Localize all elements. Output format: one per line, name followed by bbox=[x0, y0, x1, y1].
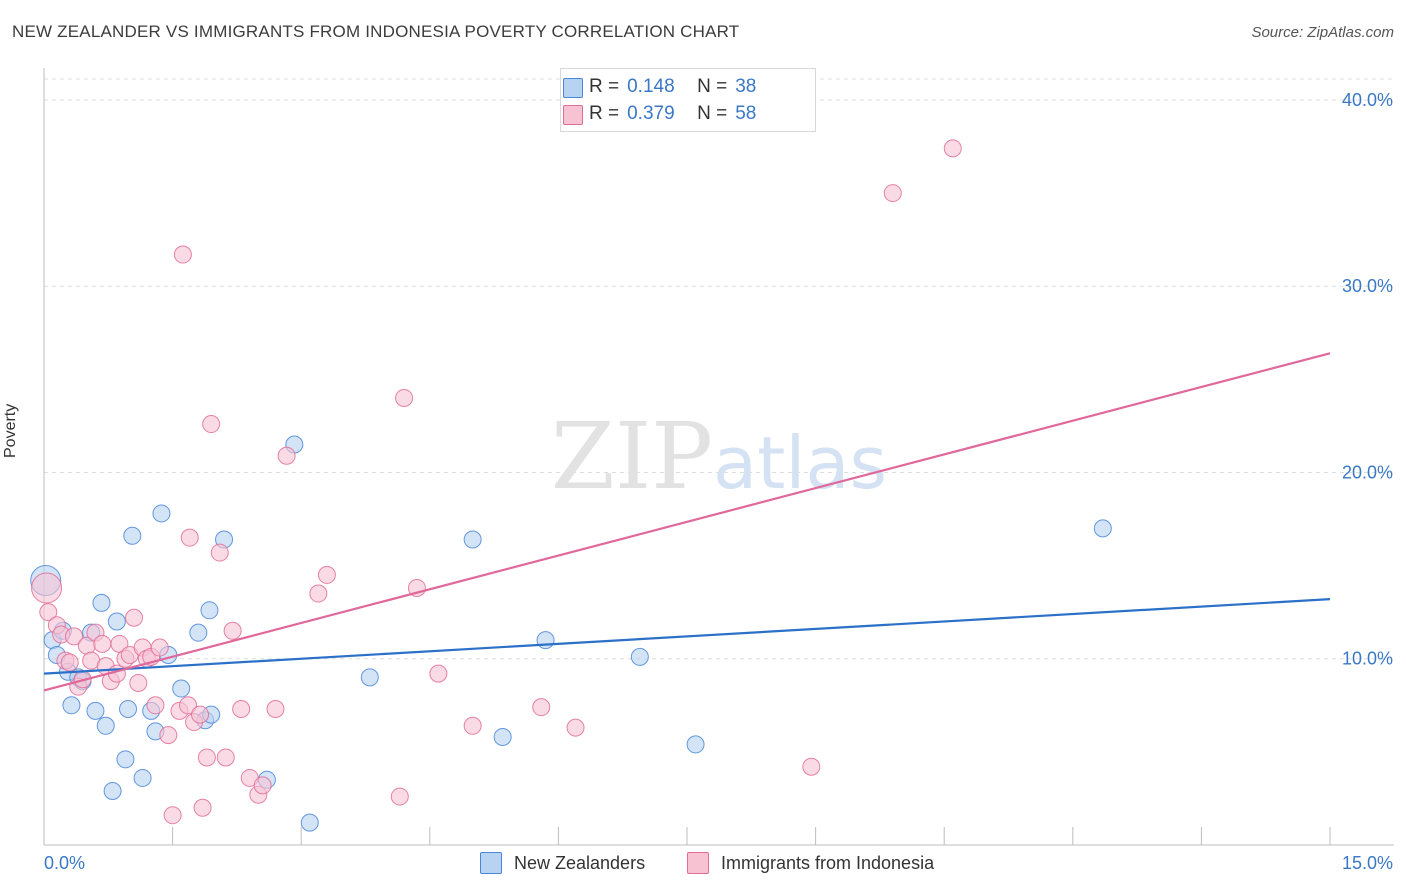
nz-point bbox=[92, 593, 111, 612]
legend-n-label: N = bbox=[697, 103, 728, 124]
x-tick-label-min: 0.0% bbox=[44, 853, 85, 873]
trend-lines bbox=[43, 352, 1331, 692]
indonesia-point bbox=[197, 748, 216, 767]
watermark: ZIP atlas bbox=[551, 403, 887, 510]
x-tick-label-max: 15.0% bbox=[1342, 853, 1393, 873]
indonesia-point bbox=[943, 139, 962, 158]
nz-point bbox=[133, 768, 152, 787]
legend-swatch-pink bbox=[563, 105, 583, 125]
y-tick-label: 20.0% bbox=[1342, 462, 1393, 482]
indonesia-point bbox=[159, 726, 178, 745]
nz-point bbox=[493, 727, 512, 746]
indonesia-point bbox=[202, 415, 221, 434]
indonesia-point bbox=[39, 603, 58, 622]
y-tick-label: 30.0% bbox=[1342, 276, 1393, 296]
bottom-legend-label: Immigrants from Indonesia bbox=[721, 852, 935, 873]
nz-point bbox=[123, 526, 142, 545]
nz-point bbox=[62, 696, 81, 715]
indonesia-point bbox=[193, 798, 212, 817]
indonesia-point bbox=[395, 388, 414, 407]
bottom-legend-immigrants-indonesia[interactable]: Immigrants from Indonesia bbox=[687, 852, 934, 874]
nz-point bbox=[86, 701, 105, 720]
indonesia-point bbox=[191, 705, 210, 724]
legend-r-label: R = bbox=[589, 76, 620, 97]
nz-trend-line bbox=[43, 598, 1331, 675]
indonesia-point bbox=[232, 700, 251, 719]
indonesia-point bbox=[253, 776, 272, 795]
legend-n-label: N = bbox=[697, 76, 728, 97]
indonesia-point bbox=[129, 673, 148, 692]
y-tick-label: 40.0% bbox=[1342, 90, 1393, 110]
bottom-legend-swatch-pink bbox=[687, 852, 709, 874]
nz-point bbox=[200, 601, 219, 620]
nz-point bbox=[103, 781, 122, 800]
nz-point bbox=[189, 623, 208, 642]
data-points bbox=[30, 139, 1112, 832]
legend-n-value: 58 bbox=[735, 103, 757, 124]
legend-r-value: 0.379 bbox=[627, 103, 675, 124]
nz-point bbox=[630, 647, 649, 666]
indonesia-point bbox=[390, 787, 409, 806]
grid-lines bbox=[44, 78, 1394, 660]
indonesia-trend-line bbox=[43, 352, 1331, 692]
nz-point bbox=[463, 530, 482, 549]
legend-n-value: 38 bbox=[735, 76, 757, 97]
nz-point bbox=[686, 735, 705, 754]
indonesia-point bbox=[210, 543, 229, 562]
source-label: Source: ZipAtlas.com bbox=[1251, 24, 1394, 41]
bottom-legend-label: New Zealanders bbox=[514, 852, 646, 873]
chart-title: NEW ZEALANDER VS IMMIGRANTS FROM INDONES… bbox=[12, 22, 740, 41]
indonesia-point bbox=[180, 528, 199, 547]
indonesia-point bbox=[309, 584, 328, 603]
indonesia-point bbox=[31, 572, 63, 604]
nz-point bbox=[152, 504, 171, 523]
indonesia-point bbox=[125, 608, 144, 627]
indonesia-point bbox=[266, 700, 285, 719]
legend-row-new-zealanders: R = 0.148 N = 38 bbox=[563, 75, 757, 99]
legend-r-value: 0.148 bbox=[627, 76, 675, 97]
indonesia-point bbox=[532, 698, 551, 717]
nz-point bbox=[172, 679, 191, 698]
legend-swatch-blue bbox=[563, 78, 583, 98]
nz-point bbox=[119, 700, 138, 719]
indonesia-point bbox=[883, 184, 902, 203]
nz-point bbox=[1093, 519, 1112, 538]
indonesia-point bbox=[463, 716, 482, 735]
indonesia-point bbox=[173, 245, 192, 264]
y-tick-label: 10.0% bbox=[1342, 649, 1393, 669]
axes bbox=[43, 68, 1394, 846]
legend-r-label: R = bbox=[589, 103, 620, 124]
watermark-atlas: atlas bbox=[713, 421, 887, 505]
indonesia-point bbox=[317, 565, 336, 584]
legend-row-immigrants-indonesia: R = 0.379 N = 58 bbox=[563, 102, 757, 126]
stats-legend: R = 0.148 N = 38 R = 0.379 N = 58 bbox=[560, 68, 816, 132]
nz-point bbox=[96, 716, 115, 735]
bottom-legend-swatch-blue bbox=[480, 852, 502, 874]
watermark-zip: ZIP bbox=[551, 403, 713, 510]
nz-point bbox=[536, 631, 555, 650]
nz-point bbox=[116, 750, 135, 769]
indonesia-point bbox=[179, 696, 198, 715]
indonesia-point bbox=[60, 653, 79, 672]
indonesia-point bbox=[146, 696, 165, 715]
indonesia-point bbox=[150, 638, 169, 657]
indonesia-point bbox=[429, 664, 448, 683]
indonesia-point bbox=[277, 446, 296, 465]
nz-point bbox=[107, 612, 126, 631]
bottom-legend-new-zealanders[interactable]: New Zealanders bbox=[480, 852, 645, 874]
indonesia-point bbox=[566, 718, 585, 737]
indonesia-point bbox=[216, 748, 235, 767]
indonesia-point bbox=[93, 634, 112, 653]
indonesia-point bbox=[65, 627, 84, 646]
nz-point bbox=[360, 668, 379, 687]
nz-point bbox=[300, 813, 319, 832]
indonesia-point bbox=[802, 757, 821, 776]
indonesia-point bbox=[163, 806, 182, 825]
indonesia-point bbox=[223, 621, 242, 640]
tick-labels: 10.0% 20.0% 30.0% 40.0% 0.0% 15.0% bbox=[44, 90, 1393, 873]
